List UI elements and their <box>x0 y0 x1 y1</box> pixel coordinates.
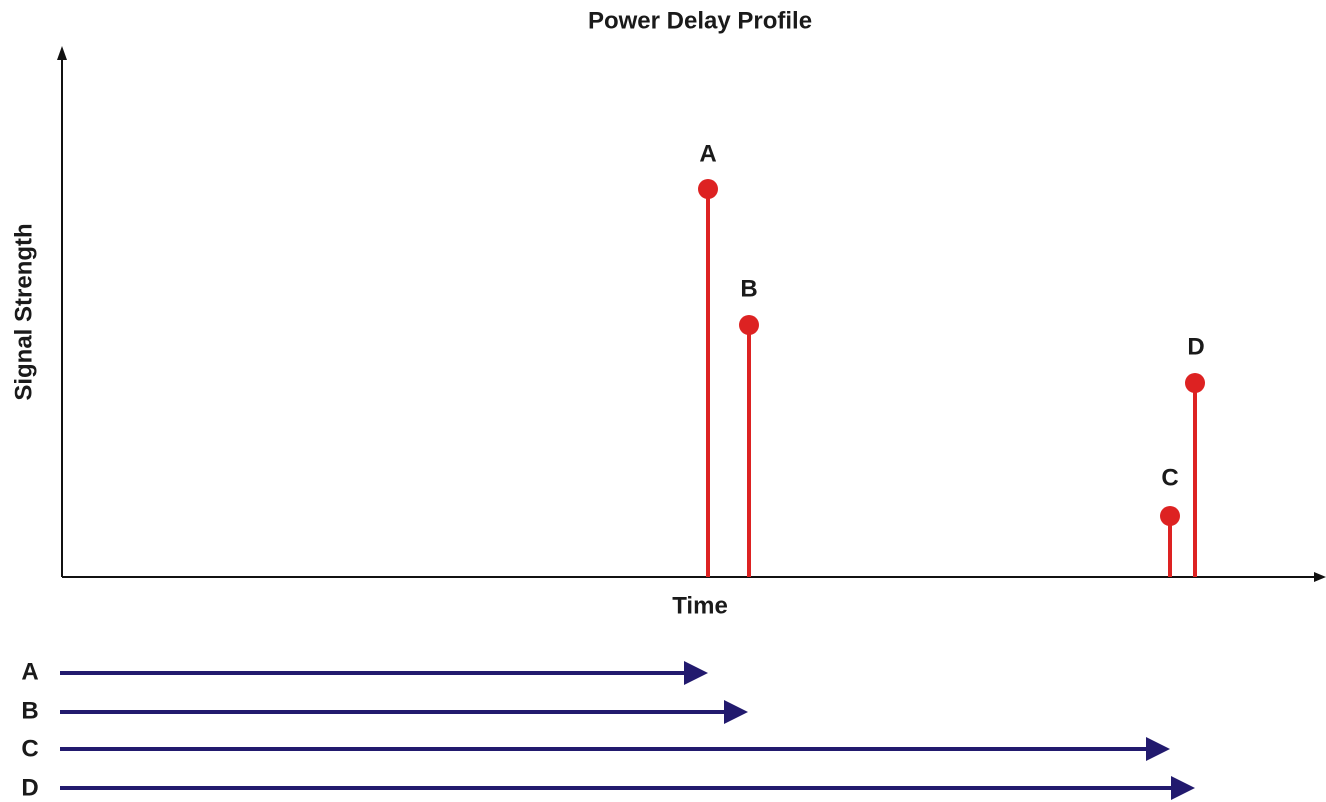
y-axis-arrow <box>57 46 67 60</box>
stem-label: D <box>1187 333 1204 360</box>
stem-dot <box>1185 373 1205 393</box>
stem-dot <box>698 179 718 199</box>
arrow-head <box>684 661 708 685</box>
arrow-head <box>724 700 748 724</box>
path-label: C <box>21 735 38 762</box>
path-label: B <box>21 697 38 724</box>
arrow-head <box>1146 737 1170 761</box>
stem-label: A <box>699 140 716 167</box>
y-axis-label: Signal Strength <box>10 223 37 400</box>
title: Power Delay Profile <box>588 7 812 34</box>
path-label: D <box>21 774 38 801</box>
x-axis-arrow <box>1314 572 1326 582</box>
path-label: A <box>21 658 38 685</box>
stem-label: B <box>740 275 757 302</box>
stem-label: C <box>1161 464 1178 491</box>
arrow-head <box>1171 776 1195 800</box>
stem-dot <box>739 315 759 335</box>
x-axis-label: Time <box>672 592 728 619</box>
stem-dot <box>1160 506 1180 526</box>
